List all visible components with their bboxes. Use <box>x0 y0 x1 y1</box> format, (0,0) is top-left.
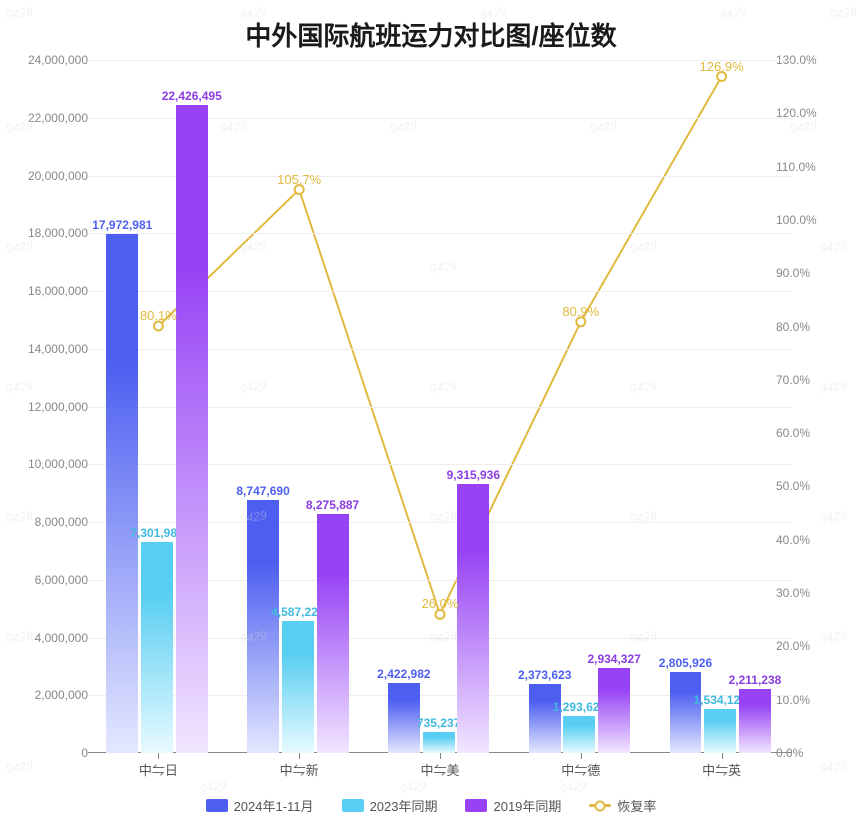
y-left-tick: 22,000,000 <box>8 111 88 125</box>
bar <box>670 672 702 753</box>
legend-label: 2023年同期 <box>370 796 438 815</box>
legend-item: 2019年同期 <box>465 796 561 815</box>
category-label: 中⇋德 <box>561 760 600 779</box>
bar <box>457 484 489 753</box>
x-tick <box>440 753 441 759</box>
bar-value-label: 2,422,982 <box>377 667 430 683</box>
recovery-line <box>158 77 721 615</box>
bar-value-label: 8,747,690 <box>236 484 289 500</box>
category-label: 中⇋新 <box>280 760 319 779</box>
category-label: 中⇋日 <box>139 760 178 779</box>
y-left-tick: 12,000,000 <box>8 400 88 414</box>
y-left-tick: 0 <box>8 746 88 760</box>
category-label: 中⇋英 <box>702 760 741 779</box>
bar-value-label: 2,805,926 <box>659 656 712 672</box>
x-tick <box>158 753 159 759</box>
plot-area: 中⇋日中⇋新中⇋美中⇋德中⇋英17,972,9818,747,6902,422,… <box>88 60 792 753</box>
y-axis-left: 02,000,0004,000,0006,000,0008,000,00010,… <box>8 60 88 753</box>
bar-value-label: 8,275,887 <box>306 498 359 514</box>
legend-swatch <box>589 804 611 807</box>
chart-title: 中外国际航班运力对比图/座位数 <box>0 0 862 53</box>
bar-value-label: 2,934,327 <box>587 652 640 668</box>
legend-label: 恢复率 <box>617 796 656 815</box>
bar <box>141 542 173 753</box>
legend-item: 2023年同期 <box>342 796 438 815</box>
y-left-tick: 4,000,000 <box>8 631 88 645</box>
bar <box>704 709 736 753</box>
y-left-tick: 16,000,000 <box>8 284 88 298</box>
bar <box>529 684 561 753</box>
legend-label: 2024年1-11月 <box>234 796 314 815</box>
legend-item: 恢复率 <box>589 796 656 815</box>
bar <box>176 105 208 753</box>
bar-value-label: 2,211,238 <box>729 673 782 689</box>
line-value-label: 80.1% <box>140 308 177 323</box>
y-left-tick: 8,000,000 <box>8 515 88 529</box>
category-label: 中⇋美 <box>420 760 459 779</box>
legend-swatch <box>342 799 364 812</box>
bar <box>282 621 314 753</box>
y-left-tick: 24,000,000 <box>8 53 88 67</box>
x-tick <box>299 753 300 759</box>
bar-value-label: 9,315,936 <box>447 468 500 484</box>
line-value-label: 126.9% <box>700 59 744 74</box>
bar <box>106 234 138 753</box>
bar <box>598 668 630 753</box>
bar-value-label: 735,237 <box>417 716 460 732</box>
bar <box>247 500 279 753</box>
x-tick <box>722 753 723 759</box>
grid-line <box>88 60 792 61</box>
legend-swatch <box>206 799 228 812</box>
legend-swatch <box>465 799 487 812</box>
bar <box>423 732 455 753</box>
x-tick <box>581 753 582 759</box>
legend: 2024年1-11月 2023年同期 2019年同期 恢复率 <box>0 796 862 815</box>
chart-container: 中外国际航班运力对比图/座位数 0 2,000,000 4,000,000 6,000… <box>0 0 862 833</box>
bar <box>739 689 771 753</box>
y-left-tick: 14,000,000 <box>8 342 88 356</box>
bar <box>317 514 349 753</box>
line-value-label: 26.0% <box>422 596 459 611</box>
line-value-label: 80.9% <box>562 304 599 319</box>
legend-item: 2024年1-11月 <box>206 796 314 815</box>
line-value-label: 105.7% <box>277 172 321 187</box>
y-left-tick: 18,000,000 <box>8 226 88 240</box>
bar-value-label: 22,426,495 <box>162 89 222 105</box>
y-left-tick: 10,000,000 <box>8 457 88 471</box>
y-left-tick: 2,000,000 <box>8 688 88 702</box>
bar-value-label: 17,972,981 <box>92 218 152 234</box>
legend-label: 2019年同期 <box>493 796 561 815</box>
y-left-tick: 20,000,000 <box>8 169 88 183</box>
bar-value-label: 2,373,623 <box>518 668 571 684</box>
bar <box>388 683 420 753</box>
bar <box>563 716 595 753</box>
y-left-tick: 6,000,000 <box>8 573 88 587</box>
